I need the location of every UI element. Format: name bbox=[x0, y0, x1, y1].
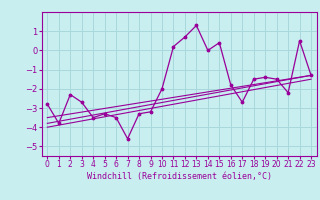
X-axis label: Windchill (Refroidissement éolien,°C): Windchill (Refroidissement éolien,°C) bbox=[87, 172, 272, 181]
